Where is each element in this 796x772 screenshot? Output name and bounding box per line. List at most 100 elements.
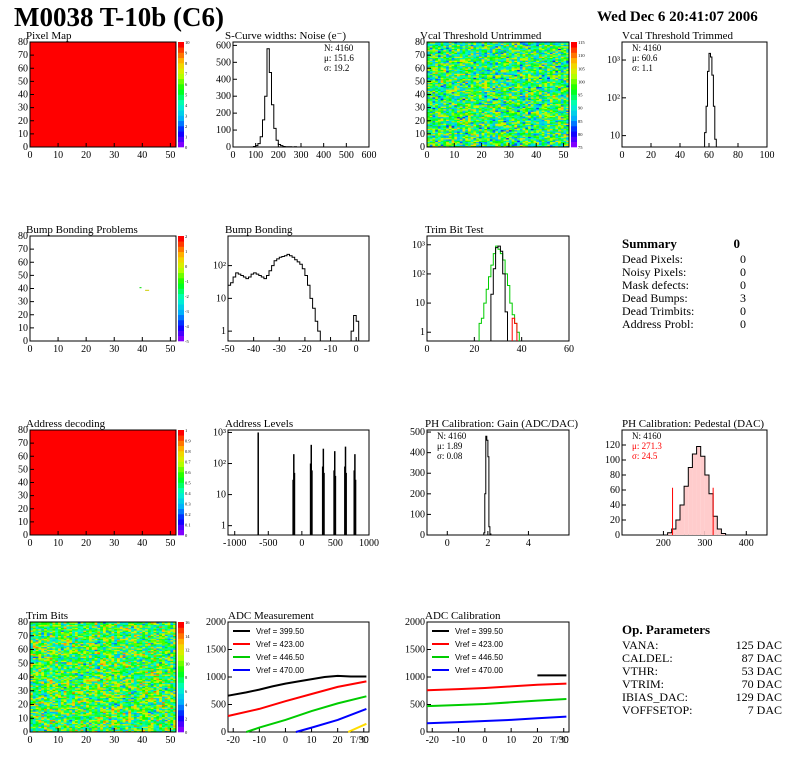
- heatmap-cell: [544, 61, 548, 64]
- heatmap-cell: [558, 85, 562, 87]
- heatmap-cell: [446, 114, 450, 116]
- heatmap-cell: [467, 80, 471, 82]
- histogram-fill: [684, 486, 689, 535]
- heatmap-cell: [484, 77, 488, 80]
- heatmap-cell: [448, 143, 452, 145]
- heatmap-cell: [35, 701, 39, 704]
- heatmap-cell: [541, 81, 545, 83]
- heatmap-cell: [525, 43, 529, 45]
- heatmap-cell: [487, 80, 491, 82]
- heatmap-cell: [511, 86, 515, 89]
- heatmap-cell: [473, 59, 477, 61]
- heatmap-cell: [536, 110, 540, 112]
- heatmap-cell: [457, 76, 461, 78]
- heatmap-cell: [560, 49, 564, 52]
- heatmap-cell: [41, 729, 45, 731]
- heatmap-cell: [522, 94, 526, 97]
- heatmap-cell: [440, 74, 444, 77]
- heatmap-cell: [465, 85, 469, 87]
- heatmap-cell: [32, 622, 36, 624]
- heatmap-cell: [514, 69, 518, 72]
- heatmap-cell: [549, 114, 553, 116]
- heatmap-cell: [541, 53, 545, 56]
- heatmap-cell: [489, 51, 493, 53]
- heatmap-cell: [476, 91, 480, 94]
- heatmap-cell: [514, 55, 518, 57]
- chart-title: Trim Bit Test: [425, 224, 484, 236]
- heatmap-cell: [547, 61, 551, 64]
- heatmap-cell: [32, 694, 36, 697]
- heatmap-cell: [506, 122, 510, 124]
- heatmap-cell: [530, 43, 534, 45]
- heatmap-cell: [484, 52, 488, 55]
- heatmap-cell: [541, 66, 545, 69]
- heatmap-cell: [525, 101, 529, 103]
- heatmap-cell: [484, 95, 488, 98]
- heatmap-cell: [38, 700, 42, 703]
- heatmap-cell: [495, 102, 499, 104]
- heatmap-cell: [454, 91, 458, 94]
- heatmap-cell: [530, 65, 534, 68]
- heatmap-cell: [517, 86, 521, 89]
- heatmap-cell: [427, 81, 431, 83]
- heatmap-cell: [446, 144, 450, 146]
- heatmap-cell: [503, 107, 507, 110]
- heatmap-cell: [492, 111, 496, 114]
- heatmap-cell: [560, 61, 564, 64]
- heatmap-cell: [462, 66, 466, 69]
- heatmap-cell: [525, 135, 529, 137]
- heatmap-cell: [560, 108, 564, 111]
- heatmap-cell: [498, 49, 502, 52]
- heatmap-cell: [432, 102, 436, 104]
- heatmap-cell: [500, 44, 504, 47]
- heatmap-cell: [489, 87, 493, 90]
- heatmap-cell: [541, 133, 545, 136]
- heatmap-cell: [538, 78, 542, 81]
- heatmap-cell: [467, 141, 471, 144]
- heatmap-cell: [525, 80, 529, 82]
- heatmap-cell: [519, 72, 523, 74]
- heatmap-cell: [440, 57, 444, 60]
- heatmap-cell: [476, 97, 480, 99]
- heatmap-cell: [451, 55, 455, 57]
- palette-tick-label: 85: [578, 119, 583, 124]
- heatmap-cell: [35, 725, 39, 727]
- heatmap-cell: [503, 77, 507, 80]
- heatmap-cell: [457, 133, 461, 136]
- heatmap-cell: [435, 126, 439, 128]
- heatmap-cell: [503, 56, 507, 59]
- palette-band: [571, 105, 577, 111]
- heatmap-cell: [32, 656, 36, 659]
- heatmap-cell: [536, 137, 540, 140]
- heatmap-cell: [533, 78, 537, 81]
- heatmap-cell: [446, 69, 450, 72]
- stats-line: N: 4160: [632, 431, 662, 441]
- heatmap-cell: [437, 65, 441, 68]
- heatmap-cell: [536, 116, 540, 119]
- heatmap-cell: [530, 131, 534, 133]
- heatmap-cell: [525, 77, 529, 80]
- heatmap-cell: [484, 93, 488, 95]
- heatmap-cell: [560, 80, 564, 82]
- heatmap-cell: [503, 111, 507, 114]
- heatmap-cell: [528, 70, 532, 73]
- heatmap-cell: [522, 95, 526, 98]
- heatmap-cell: [35, 700, 39, 703]
- heatmap-cell: [511, 76, 515, 78]
- heatmap-cell: [514, 139, 518, 141]
- heatmap-cell: [517, 82, 521, 85]
- heatmap-cell: [508, 114, 512, 116]
- heatmap-cell: [451, 74, 455, 77]
- heatmap-cell: [492, 115, 496, 118]
- heatmap-cell: [511, 145, 515, 148]
- heatmap-cell: [32, 634, 36, 637]
- heatmap-cell: [462, 114, 466, 116]
- heatmap-cell: [451, 73, 455, 76]
- heatmap-cell: [525, 102, 529, 104]
- heatmap-cell: [519, 94, 523, 97]
- heatmap-cell: [544, 47, 548, 49]
- heatmap-cell: [462, 97, 466, 99]
- heatmap-cell: [446, 97, 450, 99]
- heatmap-cell: [476, 114, 480, 116]
- heatmap-cell: [511, 49, 515, 52]
